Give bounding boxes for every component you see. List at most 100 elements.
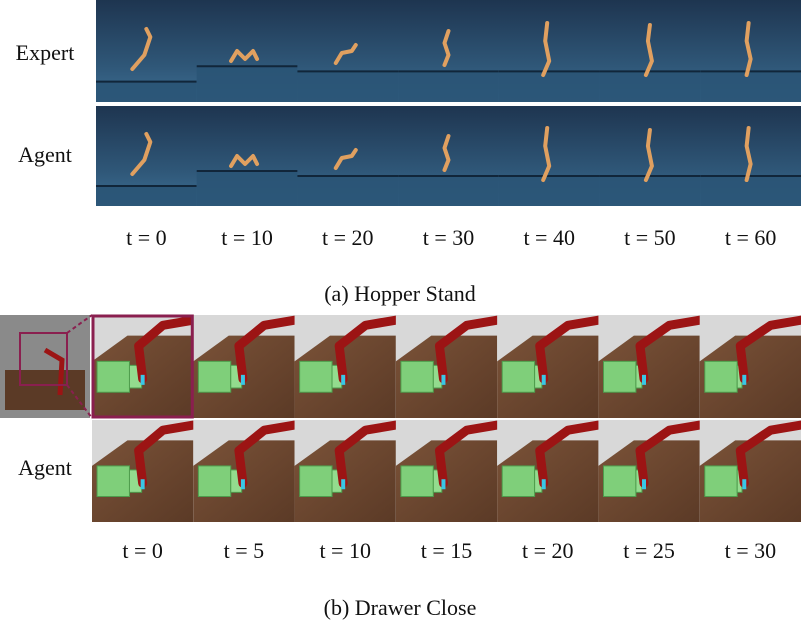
- robot-arm: [535, 420, 603, 488]
- hopper: [333, 43, 358, 65]
- time-label: t = 40: [523, 225, 575, 250]
- robot-arm: [134, 315, 198, 384]
- drawer: [501, 360, 536, 393]
- robot-arm: [234, 315, 300, 384]
- time-label: t = 20: [522, 538, 574, 563]
- gripper: [441, 479, 446, 490]
- zoom-frame: [91, 314, 194, 419]
- drawer: [197, 360, 232, 393]
- floor: [297, 176, 399, 206]
- floor: [599, 71, 701, 102]
- hopper: [744, 126, 753, 182]
- table: [598, 440, 700, 522]
- hopper: [643, 128, 654, 182]
- drawer: [299, 360, 333, 393]
- drawer: [602, 360, 637, 393]
- table: [598, 335, 700, 418]
- row-label: Agent: [18, 142, 72, 167]
- hopper: [541, 21, 552, 77]
- overview-arm: [43, 347, 65, 396]
- gripper: [642, 374, 647, 385]
- gripper: [240, 479, 245, 490]
- robot-arm: [535, 315, 603, 384]
- drawer: [704, 360, 738, 393]
- time-label: t = 10: [319, 538, 371, 563]
- overview-table: [5, 370, 85, 410]
- drawer: [602, 465, 637, 497]
- zoom-line: [66, 314, 93, 334]
- robot-arm: [334, 315, 401, 384]
- robot-arm: [434, 315, 502, 384]
- gripper: [742, 374, 747, 385]
- time-label: t = 60: [725, 225, 777, 250]
- time-labels: t = 0 t = 5 t = 10 t = 15 t = 20 t = 25 t = 30: [122, 538, 776, 563]
- caption: (b) Drawer Close: [324, 595, 477, 620]
- hopper: [442, 29, 451, 67]
- hopper: [130, 27, 153, 71]
- robot-arm: [635, 315, 705, 384]
- gripper: [441, 374, 446, 385]
- floor: [297, 71, 399, 102]
- hopper: [229, 154, 260, 168]
- floor: [398, 71, 500, 102]
- gripper: [140, 374, 145, 385]
- time-label: t = 10: [221, 225, 273, 250]
- time-label: t = 50: [624, 225, 676, 250]
- time-label: t = 20: [322, 225, 374, 250]
- gripper: [140, 479, 145, 490]
- robot-arm: [234, 420, 300, 488]
- drawer: [299, 465, 333, 497]
- table: [699, 335, 801, 418]
- drawer: [400, 360, 434, 393]
- caption: (a) Hopper Stand: [324, 281, 476, 306]
- floor: [196, 66, 298, 102]
- row-label: Expert: [16, 40, 75, 65]
- gripper: [541, 479, 546, 490]
- robot-arm: [735, 315, 801, 384]
- robot-arm: [134, 420, 198, 488]
- floor: [498, 176, 601, 206]
- gripper: [240, 374, 245, 385]
- gripper: [742, 479, 747, 490]
- hopper: [541, 126, 552, 182]
- robot-arm: [735, 420, 801, 488]
- time-labels: t = 0 t = 10 t = 20 t = 30 t = 40 t = 50 t = 6…: [126, 225, 776, 250]
- floor: [96, 81, 198, 102]
- hopper: [229, 49, 260, 63]
- time-label: t = 5: [224, 538, 265, 563]
- floor: [498, 71, 601, 102]
- hopper: [744, 21, 753, 77]
- floor: [700, 176, 801, 206]
- drawer: [197, 465, 232, 497]
- hopper: [442, 134, 451, 172]
- drawer: [400, 465, 434, 497]
- drawer: [501, 465, 536, 497]
- hopper: [333, 148, 358, 170]
- time-label: t = 0: [126, 225, 167, 250]
- hopper: [130, 132, 153, 176]
- gripper: [341, 374, 346, 385]
- frames: [0, 0, 801, 522]
- drawer: [96, 465, 130, 497]
- robot-arm: [334, 420, 401, 488]
- time-label: t = 25: [623, 538, 675, 563]
- row-label: Agent: [18, 455, 72, 480]
- floor: [700, 71, 801, 102]
- hopper: [643, 23, 654, 77]
- time-label: t = 30: [423, 225, 475, 250]
- overview-box: [19, 332, 68, 386]
- table: [699, 440, 801, 522]
- floor: [96, 186, 198, 206]
- time-label: t = 30: [725, 538, 777, 563]
- floor: [196, 171, 298, 206]
- time-label: t = 15: [421, 538, 473, 563]
- drawer: [96, 360, 130, 393]
- floor: [398, 176, 500, 206]
- gripper: [341, 479, 346, 490]
- robot-arm: [434, 420, 502, 488]
- drawer: [704, 465, 738, 497]
- gripper: [541, 374, 546, 385]
- floor: [599, 176, 701, 206]
- time-label: t = 0: [122, 538, 163, 563]
